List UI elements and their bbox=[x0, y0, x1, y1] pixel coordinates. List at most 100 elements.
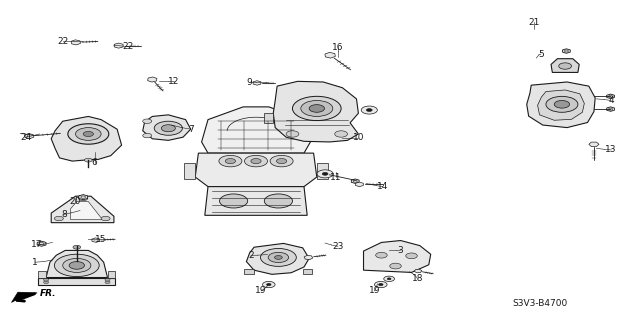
Circle shape bbox=[387, 278, 391, 280]
Polygon shape bbox=[37, 241, 46, 246]
Polygon shape bbox=[51, 196, 114, 223]
Polygon shape bbox=[51, 116, 122, 161]
Text: 6: 6 bbox=[92, 158, 97, 167]
Text: 22: 22 bbox=[122, 42, 134, 51]
Polygon shape bbox=[71, 40, 81, 45]
Circle shape bbox=[73, 245, 81, 249]
Circle shape bbox=[143, 133, 152, 138]
Polygon shape bbox=[364, 241, 431, 272]
Polygon shape bbox=[356, 182, 364, 187]
Polygon shape bbox=[38, 278, 115, 285]
Circle shape bbox=[79, 196, 88, 201]
Circle shape bbox=[361, 106, 378, 114]
Polygon shape bbox=[246, 243, 309, 274]
Text: 21: 21 bbox=[529, 18, 540, 27]
Circle shape bbox=[309, 105, 324, 112]
Circle shape bbox=[220, 194, 248, 208]
Text: 14: 14 bbox=[377, 182, 388, 191]
Text: 18: 18 bbox=[412, 274, 423, 283]
Polygon shape bbox=[244, 269, 254, 274]
Polygon shape bbox=[607, 94, 614, 99]
Polygon shape bbox=[273, 81, 358, 142]
Text: 10: 10 bbox=[353, 133, 364, 142]
Circle shape bbox=[44, 281, 49, 284]
Circle shape bbox=[44, 278, 49, 281]
Circle shape bbox=[76, 128, 101, 140]
Circle shape bbox=[301, 100, 333, 116]
Circle shape bbox=[219, 155, 242, 167]
Circle shape bbox=[378, 283, 383, 286]
Text: 23: 23 bbox=[332, 242, 344, 251]
Circle shape bbox=[270, 155, 293, 167]
Circle shape bbox=[554, 100, 570, 108]
Circle shape bbox=[292, 96, 341, 121]
Polygon shape bbox=[317, 163, 328, 179]
Circle shape bbox=[390, 263, 401, 269]
Polygon shape bbox=[184, 163, 195, 179]
Text: 9: 9 bbox=[247, 78, 252, 87]
Polygon shape bbox=[12, 292, 37, 302]
Text: 22: 22 bbox=[57, 37, 68, 46]
Circle shape bbox=[69, 262, 84, 269]
Polygon shape bbox=[79, 195, 88, 200]
Text: 2: 2 bbox=[248, 251, 253, 260]
Text: 1: 1 bbox=[33, 258, 38, 267]
Polygon shape bbox=[46, 250, 108, 278]
Text: 8: 8 bbox=[61, 210, 67, 219]
Circle shape bbox=[546, 96, 578, 112]
Circle shape bbox=[68, 124, 109, 144]
Circle shape bbox=[260, 249, 296, 266]
Polygon shape bbox=[325, 52, 335, 58]
Circle shape bbox=[143, 119, 152, 123]
Polygon shape bbox=[148, 77, 157, 82]
Circle shape bbox=[63, 258, 91, 272]
Polygon shape bbox=[114, 43, 123, 48]
Polygon shape bbox=[351, 179, 359, 183]
Circle shape bbox=[374, 281, 387, 288]
Text: 4: 4 bbox=[609, 96, 614, 105]
Circle shape bbox=[317, 170, 333, 178]
Circle shape bbox=[262, 281, 275, 288]
Polygon shape bbox=[92, 238, 100, 242]
Polygon shape bbox=[70, 202, 102, 219]
Polygon shape bbox=[264, 113, 273, 123]
Polygon shape bbox=[303, 269, 312, 274]
Polygon shape bbox=[195, 153, 317, 187]
Text: 20: 20 bbox=[70, 197, 81, 206]
Circle shape bbox=[376, 252, 387, 258]
Circle shape bbox=[105, 278, 110, 281]
Circle shape bbox=[264, 194, 292, 208]
Polygon shape bbox=[253, 81, 261, 85]
Text: 15: 15 bbox=[95, 235, 107, 244]
Circle shape bbox=[84, 158, 92, 162]
Polygon shape bbox=[205, 187, 307, 215]
Polygon shape bbox=[538, 90, 584, 120]
Circle shape bbox=[276, 159, 287, 164]
Text: FR.: FR. bbox=[40, 289, 56, 298]
Circle shape bbox=[268, 252, 289, 263]
Polygon shape bbox=[304, 255, 313, 260]
Circle shape bbox=[105, 281, 110, 284]
Circle shape bbox=[244, 155, 268, 167]
Text: 11: 11 bbox=[330, 173, 342, 182]
Text: 24: 24 bbox=[20, 133, 31, 142]
Polygon shape bbox=[414, 269, 422, 273]
Polygon shape bbox=[551, 59, 579, 72]
Text: S3V3-B4700: S3V3-B4700 bbox=[512, 299, 567, 308]
Polygon shape bbox=[563, 49, 570, 53]
Polygon shape bbox=[202, 107, 310, 153]
Polygon shape bbox=[607, 107, 614, 111]
Circle shape bbox=[225, 159, 236, 164]
Polygon shape bbox=[108, 271, 115, 278]
Circle shape bbox=[406, 253, 417, 259]
Circle shape bbox=[251, 159, 261, 164]
Circle shape bbox=[54, 216, 63, 221]
Text: 3: 3 bbox=[397, 246, 403, 255]
Circle shape bbox=[267, 283, 271, 286]
Circle shape bbox=[83, 131, 93, 137]
Polygon shape bbox=[527, 82, 595, 128]
Circle shape bbox=[101, 216, 110, 221]
Polygon shape bbox=[24, 134, 34, 139]
Text: 12: 12 bbox=[168, 77, 180, 86]
Text: 13: 13 bbox=[605, 145, 617, 154]
